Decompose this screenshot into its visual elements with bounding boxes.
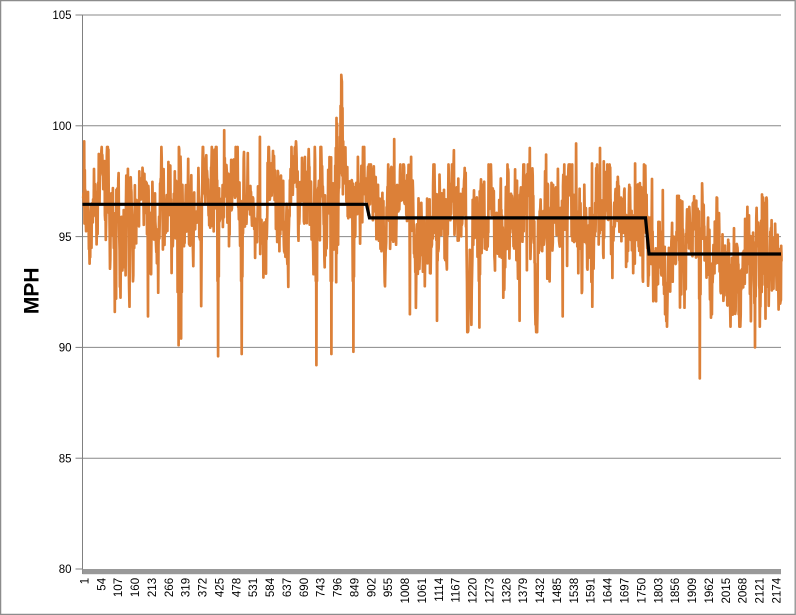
svg-text:100: 100 — [52, 121, 71, 133]
svg-text:1379: 1379 — [518, 578, 530, 604]
svg-text:425: 425 — [214, 578, 226, 597]
svg-text:637: 637 — [282, 578, 294, 597]
svg-text:80: 80 — [59, 564, 72, 576]
svg-text:90: 90 — [59, 343, 72, 355]
svg-text:1538: 1538 — [569, 578, 581, 604]
svg-text:902: 902 — [366, 578, 378, 597]
svg-text:85: 85 — [59, 453, 72, 465]
svg-text:1061: 1061 — [417, 578, 429, 604]
svg-text:1273: 1273 — [485, 578, 497, 604]
svg-text:1114: 1114 — [434, 577, 446, 601]
svg-text:1750: 1750 — [636, 578, 648, 604]
svg-text:1962: 1962 — [704, 578, 716, 604]
svg-text:54: 54 — [96, 577, 108, 590]
svg-text:107: 107 — [113, 578, 125, 597]
svg-text:849: 849 — [349, 578, 361, 597]
svg-text:1326: 1326 — [501, 578, 513, 604]
svg-text:160: 160 — [130, 578, 142, 597]
svg-text:1485: 1485 — [552, 578, 564, 604]
svg-text:743: 743 — [316, 578, 328, 597]
svg-text:1856: 1856 — [670, 578, 682, 604]
svg-text:105: 105 — [52, 10, 71, 22]
svg-text:2015: 2015 — [721, 578, 733, 604]
svg-text:1: 1 — [79, 578, 91, 584]
svg-text:796: 796 — [333, 578, 345, 597]
svg-text:955: 955 — [383, 578, 395, 597]
svg-text:266: 266 — [164, 578, 176, 597]
svg-text:2174: 2174 — [771, 577, 783, 603]
svg-text:2121: 2121 — [755, 578, 767, 604]
svg-text:1591: 1591 — [586, 578, 598, 604]
svg-text:1644: 1644 — [603, 577, 615, 603]
svg-text:319: 319 — [181, 578, 193, 597]
svg-text:1803: 1803 — [653, 578, 665, 604]
svg-text:213: 213 — [147, 578, 159, 597]
svg-text:1697: 1697 — [620, 578, 632, 604]
svg-text:1008: 1008 — [400, 578, 412, 604]
svg-text:1167: 1167 — [451, 578, 463, 603]
svg-text:372: 372 — [198, 578, 210, 597]
svg-text:95: 95 — [59, 232, 72, 244]
svg-text:1909: 1909 — [687, 578, 699, 604]
svg-text:531: 531 — [248, 578, 260, 597]
svg-text:1220: 1220 — [468, 578, 480, 604]
svg-text:478: 478 — [231, 578, 243, 597]
svg-text:690: 690 — [299, 578, 311, 597]
svg-text:1432: 1432 — [535, 578, 547, 604]
svg-text:2068: 2068 — [738, 578, 750, 604]
svg-text:MPH: MPH — [21, 267, 44, 314]
svg-text:584: 584 — [265, 577, 277, 597]
